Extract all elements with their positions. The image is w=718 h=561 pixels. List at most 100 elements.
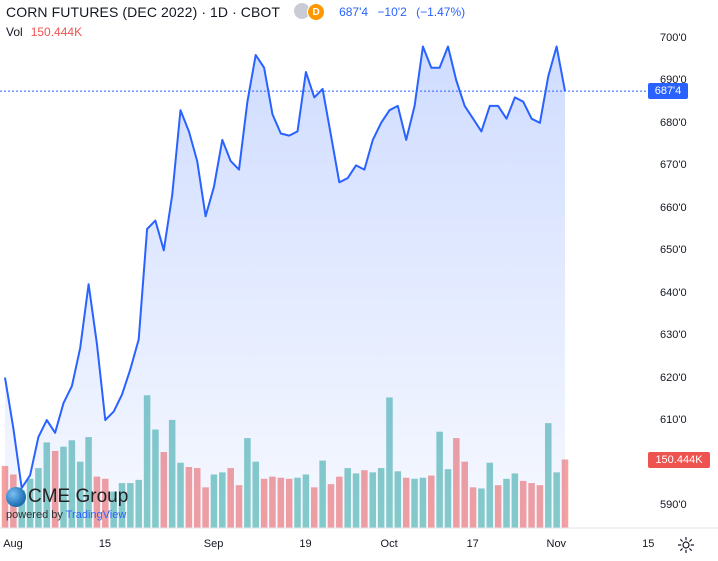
price-point bbox=[29, 474, 31, 476]
price-point bbox=[255, 54, 257, 56]
header-separator: · bbox=[201, 4, 206, 20]
price-point bbox=[439, 67, 441, 69]
volume-legend[interactable]: Vol 150.444K bbox=[6, 25, 82, 39]
x-tick-label: Sep bbox=[203, 538, 224, 550]
price-point bbox=[330, 135, 332, 137]
price-point bbox=[464, 105, 466, 107]
market-status[interactable]: D bbox=[294, 3, 326, 21]
x-tick-label: Nov bbox=[546, 538, 567, 550]
x-tick-label: Aug bbox=[3, 538, 23, 550]
price-point bbox=[263, 67, 265, 69]
volume-label: Vol bbox=[6, 25, 23, 39]
price-point bbox=[121, 394, 123, 396]
price-point bbox=[146, 228, 148, 230]
price-area-fill bbox=[5, 46, 565, 528]
exchange-label: CBOT bbox=[240, 4, 281, 20]
price-point bbox=[539, 122, 541, 124]
price-point bbox=[230, 160, 232, 162]
y-tick-label: 610'0 bbox=[660, 414, 687, 427]
price-point bbox=[63, 402, 65, 404]
price-point bbox=[489, 105, 491, 107]
price-point bbox=[522, 101, 524, 103]
price-point bbox=[505, 118, 507, 120]
price-point bbox=[388, 109, 390, 111]
last-price: 687'4 bbox=[339, 5, 369, 19]
price-point bbox=[79, 347, 81, 349]
powered-by-text: powered by bbox=[6, 509, 63, 521]
market-closed-icon bbox=[294, 3, 311, 19]
price-point bbox=[188, 130, 190, 132]
y-tick-label: 650'0 bbox=[660, 244, 687, 257]
price-point bbox=[414, 105, 416, 107]
price-point bbox=[422, 45, 424, 47]
y-tick-label: 620'0 bbox=[660, 371, 687, 384]
x-tick-label: 15 bbox=[642, 538, 655, 550]
price-point bbox=[180, 109, 182, 111]
price-point bbox=[213, 186, 215, 188]
exchange-logo[interactable]: CME Group powered by TradingView bbox=[6, 486, 128, 521]
price-change-percent: (−1.47%) bbox=[416, 5, 466, 19]
price-point bbox=[4, 377, 6, 379]
price-point bbox=[271, 113, 273, 115]
price-point bbox=[363, 169, 365, 171]
price-point bbox=[205, 215, 207, 217]
x-tick-label: 15 bbox=[98, 538, 112, 550]
price-line bbox=[4, 45, 566, 489]
price-point bbox=[154, 220, 156, 222]
price-point bbox=[447, 45, 449, 47]
interval-label[interactable]: 1D bbox=[210, 4, 229, 20]
price-point bbox=[297, 130, 299, 132]
price-point bbox=[221, 139, 223, 141]
price-point bbox=[480, 130, 482, 132]
price-point bbox=[196, 160, 198, 162]
logo-text: CME Group bbox=[28, 486, 129, 507]
price-point bbox=[46, 419, 48, 421]
x-tick-label: 19 bbox=[299, 538, 312, 550]
settings-gear-icon[interactable] bbox=[677, 536, 695, 554]
y-tick-label: 670'0 bbox=[660, 159, 687, 172]
price-point bbox=[556, 45, 558, 47]
price-point bbox=[547, 75, 549, 77]
price-point bbox=[37, 436, 39, 438]
price-point bbox=[338, 181, 340, 183]
quote-readout: 687'4 −10'2 (−1.47%) bbox=[339, 5, 471, 19]
price-point bbox=[54, 432, 56, 434]
price-point bbox=[380, 122, 382, 124]
y-tick-label: 630'0 bbox=[660, 329, 687, 342]
last-volume-tag: 150.444K bbox=[648, 451, 710, 468]
last-price-tag: 687'4 bbox=[648, 83, 688, 100]
price-point bbox=[305, 71, 307, 73]
price-point bbox=[472, 118, 474, 120]
price-point bbox=[455, 79, 457, 81]
y-tick-label: 680'0 bbox=[660, 116, 687, 129]
price-point bbox=[71, 385, 73, 387]
globe-icon bbox=[6, 487, 26, 507]
symbol-title[interactable]: CORN FUTURES (DEC 2022) bbox=[6, 4, 198, 20]
price-point bbox=[246, 101, 248, 103]
price-point bbox=[397, 105, 399, 107]
header-separator: · bbox=[232, 4, 237, 20]
price-point bbox=[322, 88, 324, 90]
y-tick-label: 700'0 bbox=[660, 32, 687, 44]
price-point bbox=[88, 283, 90, 285]
price-point bbox=[288, 135, 290, 137]
price-point bbox=[138, 338, 140, 340]
y-tick-label: 640'0 bbox=[660, 286, 687, 299]
price-point bbox=[531, 118, 533, 120]
price-point bbox=[347, 177, 349, 179]
price-point bbox=[280, 133, 282, 135]
y-tick-label: 590'0 bbox=[660, 499, 687, 511]
price-point bbox=[313, 96, 315, 98]
volume-value: 150.444K bbox=[30, 25, 83, 39]
price-point bbox=[163, 249, 165, 251]
tradingview-link[interactable]: TradingView bbox=[65, 509, 127, 521]
price-point bbox=[113, 411, 115, 413]
price-point bbox=[171, 194, 173, 196]
price-point bbox=[405, 139, 407, 141]
price-change: −10'2 bbox=[377, 5, 407, 19]
price-point bbox=[355, 164, 357, 166]
y-tick-label: 660'0 bbox=[660, 201, 687, 214]
price-point bbox=[497, 105, 499, 107]
price-point bbox=[430, 67, 432, 69]
